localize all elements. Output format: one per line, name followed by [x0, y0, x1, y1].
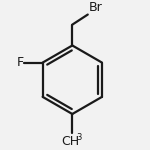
Text: F: F [17, 56, 24, 69]
Text: Br: Br [88, 1, 102, 14]
Text: 3: 3 [76, 133, 81, 142]
Text: CH: CH [61, 135, 79, 148]
